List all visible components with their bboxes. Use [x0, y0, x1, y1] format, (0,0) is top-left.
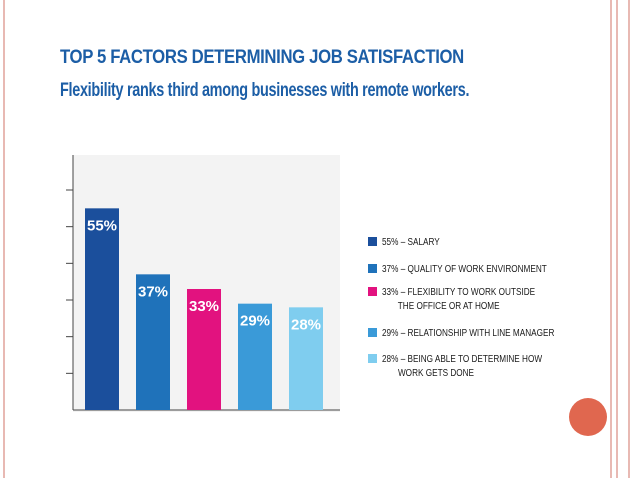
legend-swatch-4 [368, 328, 377, 337]
bar-3 [187, 289, 221, 410]
legend-swatch-1 [368, 237, 377, 246]
legend-label-4: 29% – RELATIONSHIP WITH LINE MANAGER [382, 328, 555, 339]
bar-2-value-label: 37% [138, 283, 168, 300]
bar-5-value-label: 28% [291, 316, 321, 333]
bar-5 [289, 307, 323, 410]
bar-1-value-label: 55% [87, 217, 117, 234]
bar-2 [136, 274, 170, 410]
bar-4-value-label: 29% [240, 313, 270, 330]
legend-swatch-5 [368, 354, 377, 363]
decorative-circle [569, 398, 607, 436]
frame-line-right-2 [616, 0, 618, 478]
frame-line-right-1 [610, 0, 612, 478]
frame-line-right-3 [628, 0, 630, 478]
legend-swatch-3 [368, 287, 377, 296]
bar-series: 55% 37% 33% 29% 28% [85, 208, 323, 410]
bar-1 [85, 208, 119, 410]
legend-label-1: 55% – SALARY [382, 237, 440, 248]
bar-3-value-label: 33% [189, 298, 219, 315]
bar-4 [238, 303, 272, 410]
legend-label-5: 28% – BEING ABLE TO DETERMINE HOW WORK G… [382, 354, 543, 379]
frame-line-left [3, 0, 5, 478]
chart-title: TOP 5 FACTORS DETERMINING JOB SATISFACTI… [60, 47, 464, 68]
chart-subtitle: Flexibility ranks third among businesses… [60, 80, 470, 101]
legend-swatch-2 [368, 264, 377, 273]
legend-label-2: 37% – QUALITY OF WORK ENVIRONMENT [382, 264, 547, 275]
legend-label-3: 33% – FLEXIBILITY TO WORK OUTSIDE THE OF… [382, 287, 536, 312]
